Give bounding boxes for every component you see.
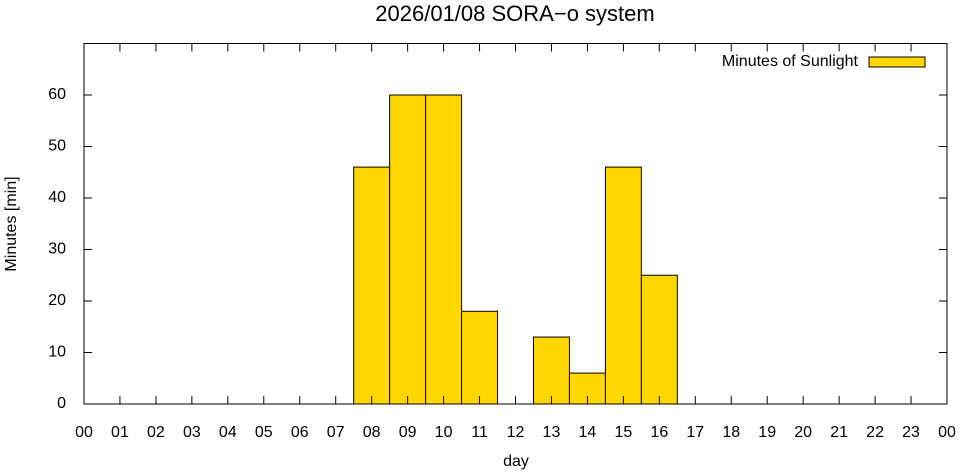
x-tick-label: 00: [938, 424, 956, 441]
x-tick-label: 03: [183, 424, 201, 441]
legend-swatch: [868, 56, 926, 68]
x-tick-label: 20: [794, 424, 812, 441]
y-tick-label: 40: [48, 189, 66, 206]
x-tick-label: 08: [363, 424, 381, 441]
x-tick-label: 04: [219, 424, 237, 441]
x-tick-label: 18: [722, 424, 740, 441]
x-tick-label: 15: [614, 424, 632, 441]
bar: [353, 166, 391, 405]
y-tick-label: 0: [57, 395, 66, 412]
x-tick-label: 21: [830, 424, 848, 441]
y-axis-label: Minutes [min]: [3, 176, 20, 271]
x-tick-label: 13: [543, 424, 561, 441]
plot-frame: [83, 43, 948, 405]
x-tick-label: 00: [75, 424, 93, 441]
bar: [604, 166, 642, 405]
x-tick-label: 07: [327, 424, 345, 441]
x-tick-label: 02: [147, 424, 165, 441]
bar: [425, 94, 463, 405]
bar: [640, 274, 678, 405]
x-tick-label: 06: [291, 424, 309, 441]
x-tick-label: 14: [579, 424, 597, 441]
y-tick-label: 60: [48, 86, 66, 103]
x-tick-label: 22: [866, 424, 884, 441]
x-tick-label: 10: [435, 424, 453, 441]
x-tick-label: 01: [111, 424, 129, 441]
x-tick-label: 09: [399, 424, 417, 441]
x-tick-label: 17: [686, 424, 704, 441]
y-tick-label: 10: [48, 344, 66, 361]
x-tick-label: 11: [471, 424, 488, 441]
y-tick-label: 30: [48, 241, 66, 258]
bar: [389, 94, 427, 405]
x-tick-label: 05: [255, 424, 273, 441]
x-tick-label: 12: [507, 424, 525, 441]
x-axis-label: day: [503, 453, 529, 470]
y-tick-label: 20: [48, 292, 66, 309]
y-tick-label: 50: [48, 138, 66, 155]
bar: [461, 310, 499, 405]
x-tick-label: 19: [758, 424, 776, 441]
legend-label: Minutes of Sunlight: [722, 53, 859, 70]
x-tick-label: 23: [902, 424, 920, 441]
bar: [532, 336, 570, 405]
x-tick-label: 16: [650, 424, 668, 441]
chart-title: 2026/01/08 SORA−o system: [375, 1, 654, 26]
